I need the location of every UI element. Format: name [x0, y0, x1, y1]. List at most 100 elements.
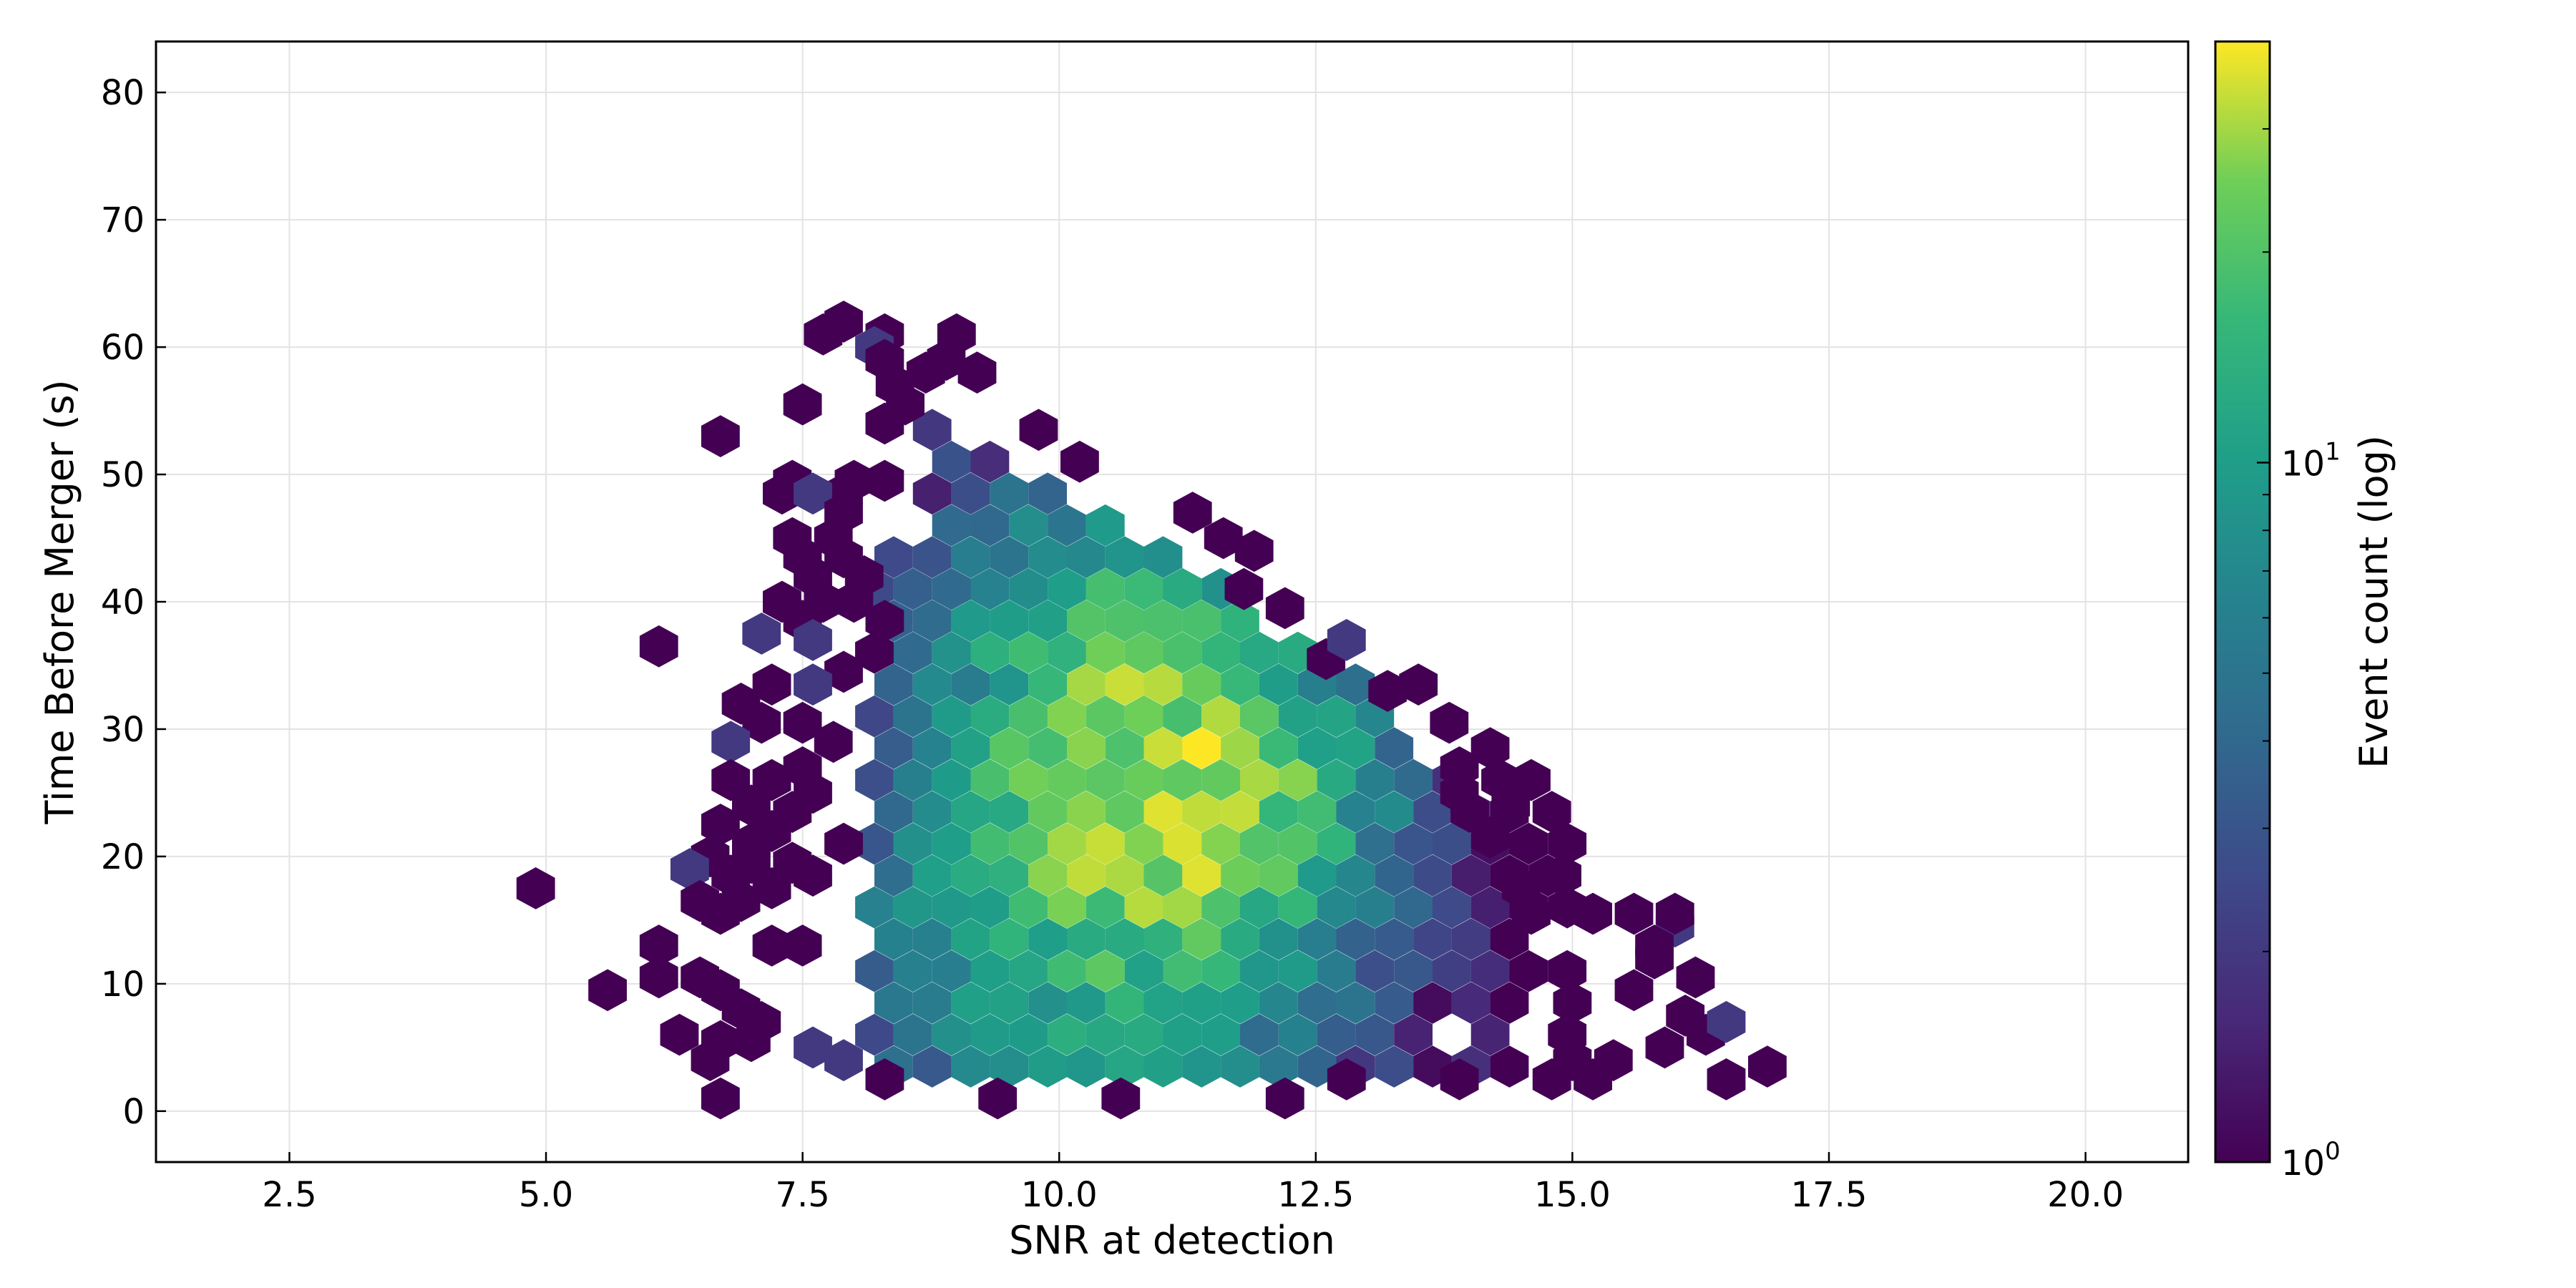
hexbin-cell [1512, 758, 1551, 801]
hexbin-cell [893, 950, 932, 992]
hexbin-cell [1259, 982, 1298, 1024]
hexbin-cell [1048, 886, 1086, 929]
hexbin-cell [1645, 1026, 1684, 1069]
hexbin-cell [1707, 1000, 1746, 1043]
hexbin-cell [978, 1077, 1018, 1120]
hexbin-cell [1143, 536, 1183, 579]
y-tick-label: 0 [122, 1092, 145, 1132]
hexbin-cell [1355, 758, 1395, 801]
hexbin-cell [1375, 727, 1414, 769]
hexbin-cell [1240, 631, 1279, 674]
hexbin-cell [1317, 886, 1356, 929]
hexbin-cell [912, 472, 952, 515]
hexbin-cell [874, 663, 913, 706]
hexbin-cell [1009, 631, 1048, 674]
hexbin-cell [1221, 918, 1259, 960]
hexbin-cell [1470, 727, 1510, 769]
hexbin-cell [1163, 1013, 1202, 1056]
hexbin-cell [1470, 1013, 1510, 1056]
hexbin-cell [1548, 822, 1587, 865]
hexbin-cell [1594, 1039, 1633, 1081]
hexbin-cell [1143, 854, 1183, 897]
hexbin-cell [1173, 492, 1212, 534]
hexbin-cell [912, 1045, 952, 1088]
hexbin-cell [1143, 663, 1183, 706]
hexbin-cell [1105, 727, 1144, 769]
hexbin-cell [660, 1013, 699, 1056]
hexbin-cell [1028, 791, 1067, 833]
hexbin-cell [1085, 886, 1125, 929]
hexbin-cell [1028, 727, 1067, 769]
hexbin-cell [1019, 409, 1058, 452]
hexbin-cell [912, 409, 952, 452]
hexbin-cell [1182, 1045, 1221, 1088]
hexbin-cell [951, 854, 990, 897]
hexbin-cell [1067, 536, 1106, 579]
hexbin-cell [1317, 822, 1356, 865]
hexbin-cell [1221, 982, 1259, 1024]
hexbin-cell [824, 650, 863, 693]
hexbin-cell [1028, 918, 1067, 960]
hexbin-cell [783, 383, 822, 426]
hexbin-cell [1143, 1045, 1183, 1088]
hexbin-cell [1221, 727, 1259, 769]
hexbin-cell [855, 758, 894, 801]
hexbin-cell [1067, 663, 1106, 706]
hexbin-cell [1028, 663, 1067, 706]
hexbin-cell [1143, 791, 1183, 833]
hexbin-cell [783, 701, 822, 744]
hexbin-cell [1105, 918, 1144, 960]
hexbin-cell [1327, 1058, 1366, 1101]
hexbin-cell [990, 536, 1029, 579]
hexbin-cell [1143, 918, 1183, 960]
hexbin-cell [1336, 663, 1375, 706]
hexbin-cell [783, 924, 822, 967]
hexbin-cell [1470, 886, 1510, 929]
y-tick-label: 60 [101, 328, 145, 368]
hexbin-cell [639, 956, 678, 999]
x-tick-label: 2.5 [262, 1175, 316, 1215]
hexbin-cell [1240, 1013, 1279, 1056]
hexbin-cell [951, 536, 990, 579]
hexbin-cell [701, 1077, 740, 1120]
hexbin-cell [1143, 982, 1183, 1024]
hexbin-cell [970, 504, 1010, 547]
hexbin-cell [855, 1013, 894, 1056]
hexbin-cell [1278, 822, 1317, 865]
hexbin-cell [855, 886, 894, 929]
hexbin-cell [957, 351, 997, 394]
hexbin-cell [1532, 791, 1571, 833]
hexbin-cell [1368, 670, 1407, 712]
hexbin-cell [1336, 791, 1375, 833]
hexbin-cell [1413, 918, 1452, 960]
hexbin-cell [691, 1039, 730, 1081]
hexbin-cell [1614, 892, 1654, 935]
hexbin-cell [932, 567, 971, 610]
hexbin-cell [1105, 536, 1144, 579]
hexbin-cell [1163, 567, 1202, 610]
colorbar-frame [2214, 40, 2271, 1163]
hexbin-cell [1124, 695, 1163, 738]
hexbin-cell [1085, 950, 1125, 992]
hexbin-cell [752, 867, 791, 909]
hexbin-cell [1201, 886, 1240, 929]
hexbin-cell [1105, 1045, 1144, 1088]
hexbin-cell [1204, 517, 1243, 560]
hexbin-cell [865, 402, 904, 445]
hexbin-cell [1085, 1013, 1125, 1056]
hexbin-cell [951, 727, 990, 769]
hexbin-cell [1163, 758, 1202, 801]
hexbin-cell [1278, 886, 1317, 929]
hexbin-cell [1009, 822, 1048, 865]
hexbin-cell [1060, 440, 1099, 483]
hexbin-cell [814, 721, 853, 763]
hexbin-cell [1440, 1058, 1479, 1101]
hexbin-cell [893, 567, 932, 610]
colorbar-tick-label: 101 [2281, 438, 2341, 484]
y-tick-label: 50 [101, 455, 145, 495]
hexbin-cell [1085, 695, 1125, 738]
hexbin-cell [588, 969, 627, 1012]
hexbin-cell [1655, 892, 1694, 935]
hexbin-cell [874, 982, 913, 1024]
colorbar-ticks: 100 101 [2257, 41, 2341, 1184]
